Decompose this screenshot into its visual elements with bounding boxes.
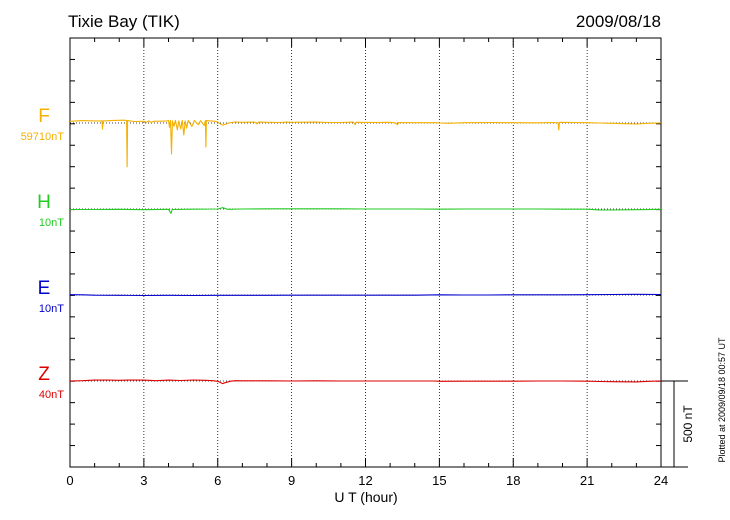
channel-scale-E: 10nT — [39, 303, 64, 315]
x-tick-label-21: 21 — [580, 473, 594, 488]
channel-name-H: H — [37, 192, 51, 213]
channel-labels: F 59710nT H 10nT E 10nT Z 40nT — [21, 106, 65, 401]
plot-frame — [69, 37, 662, 468]
channel-name-F: F — [38, 106, 50, 127]
series-line-Z — [69, 379, 662, 385]
x-axis-label: U T (hour) — [334, 489, 397, 505]
x-tick-label-24: 24 — [654, 473, 668, 488]
channel-scale-H: 10nT — [39, 217, 64, 229]
grid-lines — [143, 38, 588, 467]
x-tick-label-18: 18 — [506, 473, 520, 488]
date-label: 2009/08/18 — [576, 12, 661, 31]
channel-scale-F: 59710nT — [21, 131, 65, 143]
channel-name-Z: Z — [38, 364, 50, 385]
x-tick-label-3: 3 — [140, 473, 147, 488]
series-lines — [69, 119, 662, 385]
station-title: Tixie Bay (TIK) — [68, 12, 180, 31]
plotted-timestamp: Plotted at 2009/09/18 00:57 UT — [717, 337, 727, 463]
scale-bar-label: 500 nT — [681, 405, 695, 443]
x-tick-label-0: 0 — [66, 473, 73, 488]
channel-scale-Z: 40nT — [39, 389, 64, 401]
x-tick-label-12: 12 — [358, 473, 372, 488]
series-line-H — [70, 207, 662, 214]
x-tick-label-6: 6 — [214, 473, 221, 488]
axis-ticks — [69, 37, 662, 468]
x-tick-label-9: 9 — [288, 473, 295, 488]
x-tick-label-15: 15 — [432, 473, 446, 488]
series-line-E — [69, 293, 662, 297]
channel-name-E: E — [38, 278, 51, 299]
series-line-F — [69, 119, 662, 168]
x-tick-labels: 0 3 6 9 12 15 18 21 24 — [66, 473, 668, 488]
